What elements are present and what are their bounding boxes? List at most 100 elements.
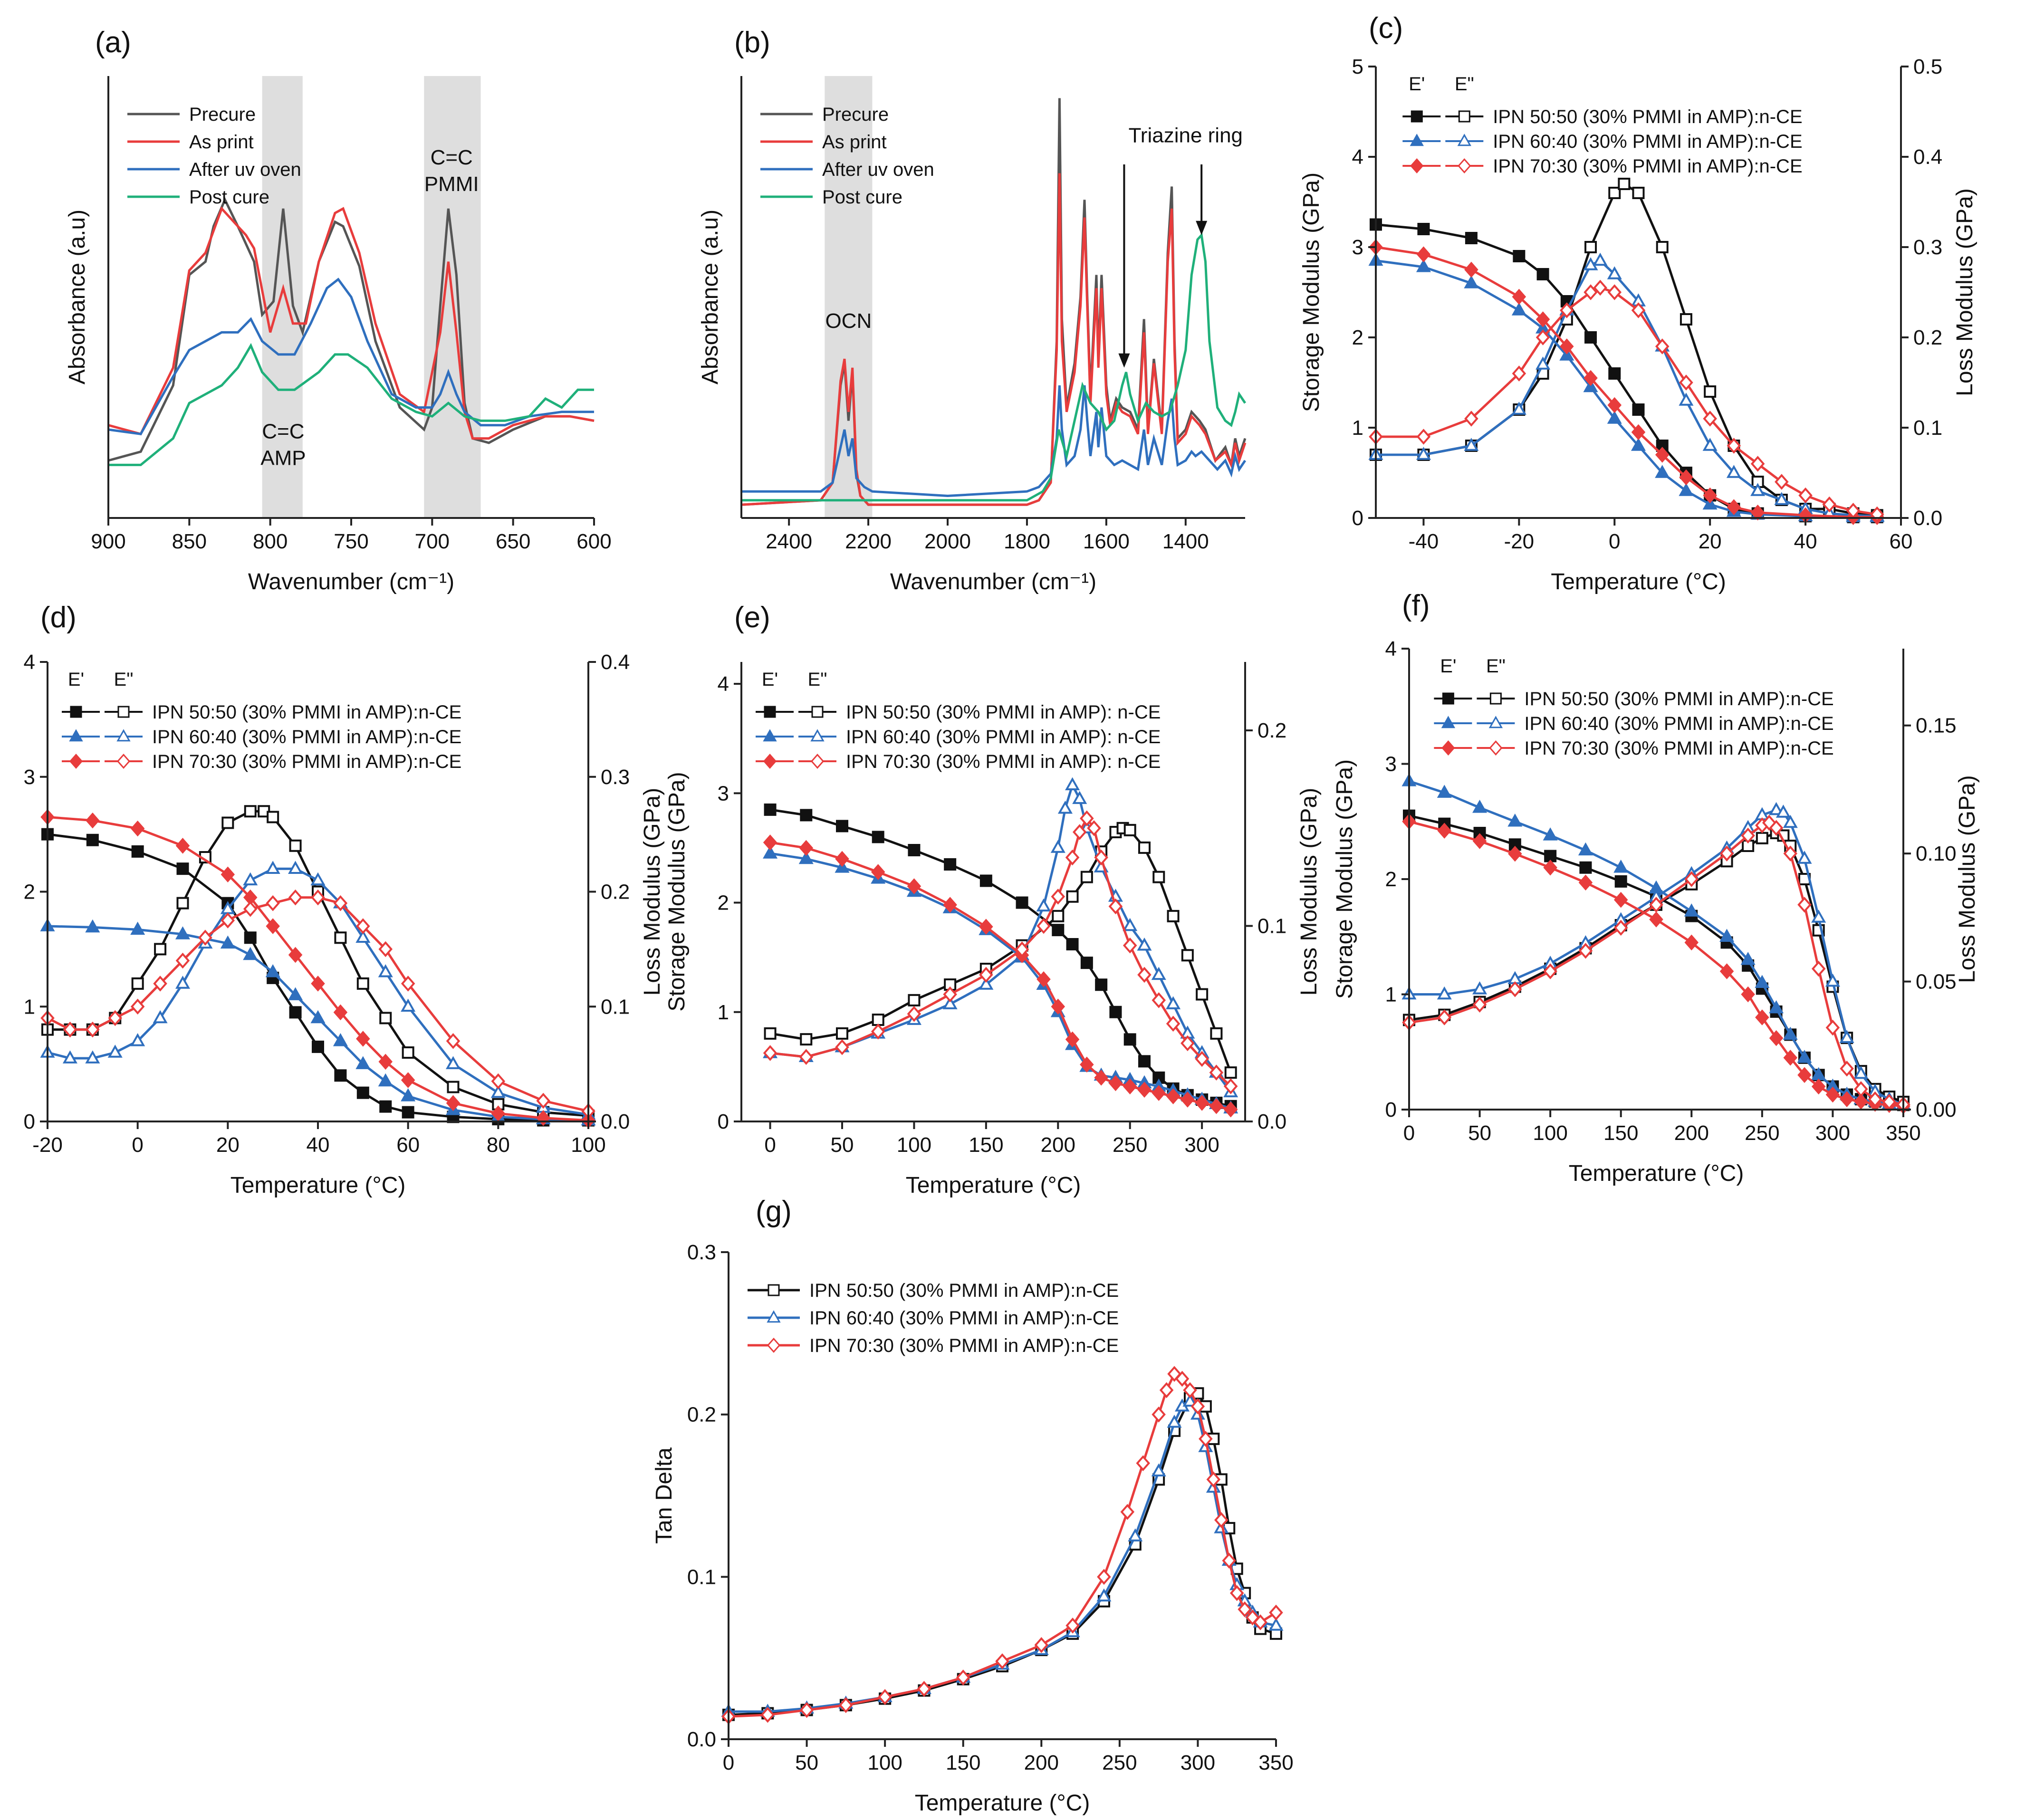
legend-entry: IPN 60:40 (30% PMMI in AMP):n-CE <box>1493 131 1802 152</box>
series-line-e-2 <box>770 852 1231 1110</box>
x-tick-label: 150 <box>969 1133 1003 1157</box>
data-point <box>221 912 235 929</box>
data-point <box>1511 402 1526 415</box>
data-point <box>1797 1050 1812 1063</box>
data-point <box>1882 1094 1897 1110</box>
legend-entry: Post cure <box>189 187 269 208</box>
data-point <box>1123 1078 1137 1095</box>
data-point <box>1051 889 1065 905</box>
x-tick-label: 40 <box>1794 530 1817 553</box>
data-point <box>1750 504 1765 521</box>
data-point <box>907 1006 921 1022</box>
data-point <box>1559 347 1574 361</box>
y-tick-label: 4 <box>718 672 729 696</box>
data-point <box>835 851 849 867</box>
legend-entry: As print <box>822 132 887 153</box>
data-point <box>1825 973 1840 987</box>
data-point <box>267 811 279 824</box>
legend-marker <box>1410 158 1424 174</box>
data-point <box>763 845 778 859</box>
y2-tick-label: 0.3 <box>1913 236 1942 259</box>
y-tick-label: 0 <box>24 1110 35 1133</box>
legend-marker <box>810 729 825 742</box>
chart-panel-b: 2400 2200 2000 1800 1600 1400 Wavenumber (cm⁻¹… <box>698 26 1247 594</box>
data-point <box>1774 492 1789 505</box>
legend-entry: Post cure <box>822 187 902 208</box>
data-point <box>289 1006 302 1019</box>
data-point <box>153 976 167 992</box>
y2-tick-label: 0.2 <box>1257 719 1286 742</box>
legend-marker <box>763 729 777 742</box>
legend-marker <box>767 1310 781 1323</box>
x-tick-label: 100 <box>571 1133 605 1157</box>
legend-marker <box>1442 692 1454 705</box>
data-point <box>1608 187 1621 199</box>
data-point <box>310 872 326 886</box>
series-line-g-2 <box>728 1372 1277 1718</box>
data-point <box>1631 424 1646 441</box>
legend-marker <box>1411 110 1423 123</box>
data-point <box>1783 1026 1798 1040</box>
legend-marker <box>69 729 83 742</box>
data-point <box>1811 1078 1826 1095</box>
data-point <box>1822 496 1837 513</box>
data-point <box>1472 799 1488 813</box>
x-tick-label: 300 <box>1815 1121 1850 1145</box>
x-tick-label: 150 <box>946 1751 980 1774</box>
data-point <box>379 1100 392 1113</box>
data-point <box>1613 860 1629 873</box>
x-axis-label: Temperature (°C) <box>230 1173 406 1198</box>
data-point <box>1080 1056 1094 1073</box>
x-tick-label: 0 <box>1403 1121 1415 1145</box>
x-tick-label: 60 <box>1890 530 1913 553</box>
y-tick-label: 0.0 <box>687 1728 716 1751</box>
data-point <box>311 976 325 992</box>
data-point <box>1057 800 1073 814</box>
series-line-b-1 <box>741 173 1247 506</box>
data-point <box>1238 1601 1252 1618</box>
data-point <box>86 812 100 829</box>
data-point <box>311 889 325 906</box>
data-point <box>130 998 145 1015</box>
data-point <box>1507 814 1523 827</box>
legend-marker <box>764 706 776 718</box>
annotation-label: AMP <box>260 446 306 469</box>
y-axis-label: Absorbance (a.u) <box>65 210 90 384</box>
data-point <box>1437 823 1452 839</box>
legend-marker <box>1458 110 1470 123</box>
data-point <box>1437 986 1452 1000</box>
data-point <box>244 931 257 944</box>
x-tick-label: 1400 <box>1162 530 1209 553</box>
chart-panel-g: 0 50 100 150 200 250 300 350 0.0 0.1 0.2 0.3 Tempera… <box>652 1195 1294 1816</box>
data-point <box>1034 1637 1049 1653</box>
data-point <box>446 1033 461 1049</box>
data-point <box>1719 845 1734 862</box>
data-point <box>1684 903 1699 917</box>
data-point <box>265 861 280 874</box>
data-point <box>1209 1098 1224 1114</box>
data-point <box>62 1050 77 1063</box>
y-tick-label: 0 <box>1352 507 1363 530</box>
legend-marker <box>811 706 824 718</box>
data-point <box>1209 1064 1224 1081</box>
data-point <box>1769 820 1784 836</box>
data-point <box>1465 232 1478 244</box>
y2-tick-label: 0.4 <box>1913 145 1942 169</box>
y2-tick-label: 0.2 <box>601 881 630 904</box>
x-axis-label: Wavenumber (cm⁻¹) <box>248 569 454 594</box>
y-tick-label: 4 <box>24 651 35 674</box>
data-point <box>1854 1093 1868 1110</box>
data-point <box>266 895 280 911</box>
data-point <box>1684 871 1699 887</box>
data-point <box>379 1012 392 1025</box>
data-point <box>1543 859 1557 876</box>
data-point <box>1536 268 1549 280</box>
data-point <box>1137 937 1152 951</box>
data-point <box>1151 1463 1166 1477</box>
series-line-d-2 <box>47 925 589 1122</box>
data-point <box>221 816 234 829</box>
data-point <box>1138 1055 1151 1068</box>
y-axis-label: Storage Modulus (GPa) <box>1332 759 1357 999</box>
data-point <box>1015 941 1029 958</box>
x-tick-label: 300 <box>1180 1751 1215 1774</box>
